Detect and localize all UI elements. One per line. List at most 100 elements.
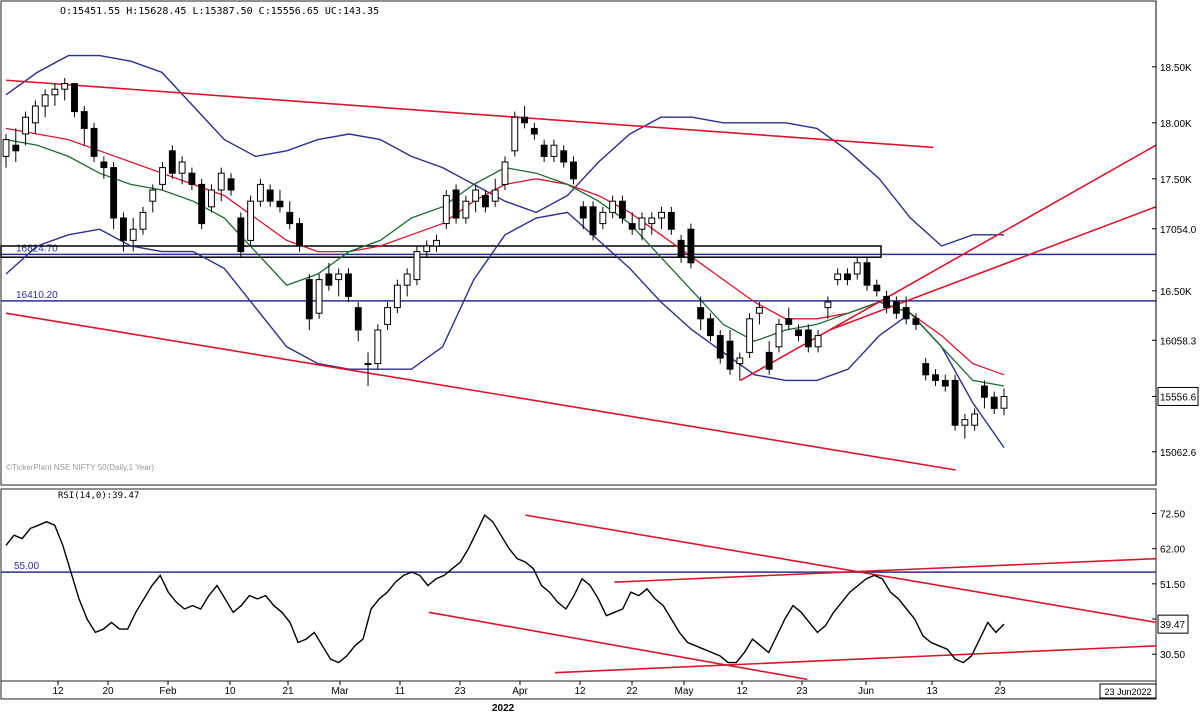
price-trendline: [5, 312, 956, 471]
price-trendline: [5, 79, 934, 149]
candle-down: [198, 183, 206, 225]
candle-up: [814, 335, 822, 348]
candle-down: [100, 161, 108, 169]
candle-down: [628, 223, 636, 230]
rsi-trendline: [428, 611, 808, 681]
candle-down: [873, 284, 881, 292]
year-label: 2022: [492, 703, 515, 714]
candle-down: [932, 374, 939, 381]
bollinger-lower-line: [5, 211, 1005, 449]
candle-up: [550, 144, 558, 157]
candle-up: [638, 217, 646, 230]
price-y-tick-label: 18.00K: [1160, 119, 1192, 130]
candle-up: [961, 419, 969, 426]
candle-up: [2, 139, 10, 157]
x-tick-label: Apr: [512, 686, 528, 697]
rsi-level-line: 55.00: [1, 561, 1156, 573]
rsi-trendline: [525, 514, 1157, 624]
candle-up: [442, 195, 450, 225]
candle-down: [110, 167, 118, 219]
candle-down: [560, 150, 568, 163]
candle-down: [765, 351, 773, 370]
price-y-axis: 18.50K 18.00K 17.50K 17054.0 16.50K 16058.3 15…: [1152, 1, 1199, 485]
candle-down: [80, 111, 88, 129]
rsi-trendline: [554, 645, 1157, 674]
candle-up: [599, 211, 607, 225]
rsi-level-label: 55.00: [14, 561, 39, 572]
candle-up: [853, 262, 861, 275]
price-y-tick-label: 16058.3: [1160, 336, 1197, 347]
candle-down: [804, 329, 812, 348]
candle-up: [159, 167, 166, 185]
candle-up: [834, 273, 842, 281]
candle-down: [990, 396, 998, 409]
candle-up: [129, 228, 137, 241]
candle-up: [511, 116, 519, 152]
x-tick-label: May: [675, 686, 694, 697]
candle-up: [658, 211, 665, 219]
x-tick-label: Mar: [331, 686, 349, 697]
candle-down: [785, 318, 793, 325]
x-tick-label: 11: [395, 686, 406, 697]
rsi-y-tick-label: 51.50: [1160, 580, 1185, 591]
date-box: [1099, 683, 1157, 699]
candle-down: [354, 307, 362, 331]
candle-down: [188, 172, 196, 185]
candle-down: [677, 239, 685, 258]
candle-down: [863, 262, 871, 286]
price-y-tick-label: 18.50K: [1160, 63, 1192, 74]
candle-down: [941, 379, 949, 387]
candle-up: [31, 105, 39, 124]
candle-down: [667, 211, 675, 230]
candle-up: [648, 217, 656, 225]
candle-down: [71, 83, 78, 113]
candle-down: [883, 295, 891, 309]
candle-down: [296, 223, 303, 247]
candle-down: [168, 150, 176, 174]
price-y-tick-label: 17.50K: [1160, 175, 1192, 186]
candle-up: [256, 183, 264, 202]
candle-down: [589, 206, 597, 236]
x-axis: 12 20 Feb 10 21 Mar 11 23 Apr 12 22 May 12 23 Jun 13 23: [52, 681, 1006, 697]
candle-up: [41, 94, 49, 107]
x-tick-label: 10: [224, 686, 236, 697]
candle-down: [795, 329, 802, 337]
x-tick-label: 21: [282, 686, 294, 697]
candle-up: [208, 189, 215, 208]
x-tick-label: Jun: [858, 686, 874, 697]
candle-up: [315, 279, 323, 314]
candle-up: [139, 211, 147, 230]
candle-up: [1000, 395, 1008, 409]
price-trendline: [829, 206, 1157, 331]
rsi-y-tick-label: 72.50: [1160, 509, 1185, 520]
bollinger-upper-line: [5, 54, 1004, 247]
rsi-trendlines: [428, 514, 1157, 681]
candle-down: [276, 200, 284, 208]
candle-up: [746, 318, 754, 353]
x-tick-label: Feb: [159, 686, 177, 697]
candle-down: [90, 127, 98, 157]
candle-up: [393, 284, 401, 309]
bollinger-bands: [5, 54, 1005, 449]
candle-up: [755, 307, 763, 314]
rsi-series: [5, 513, 1005, 664]
candle-down: [697, 307, 705, 320]
x-tick-label: 23: [454, 686, 466, 697]
date-box-text: 23 Jun2022: [1104, 687, 1151, 697]
x-tick-label: 13: [926, 686, 938, 697]
candle-down: [570, 161, 577, 180]
rsi-y-tick-label: 30.50: [1160, 650, 1185, 661]
ohlc-readout: O:15451.55 H:15628.45 L:15387.50 C:15556…: [60, 6, 379, 17]
candle-down: [286, 211, 294, 225]
candle-up: [364, 363, 372, 366]
last-price-box: [1157, 386, 1199, 406]
candle-up: [335, 273, 343, 281]
rsi-line: [5, 513, 1005, 664]
rsi-y-tick-label: 62.00: [1160, 545, 1185, 556]
candle-down: [266, 189, 274, 202]
x-tick-label: 23: [796, 686, 808, 697]
candle-up: [149, 189, 157, 202]
candle-down: [345, 273, 352, 297]
